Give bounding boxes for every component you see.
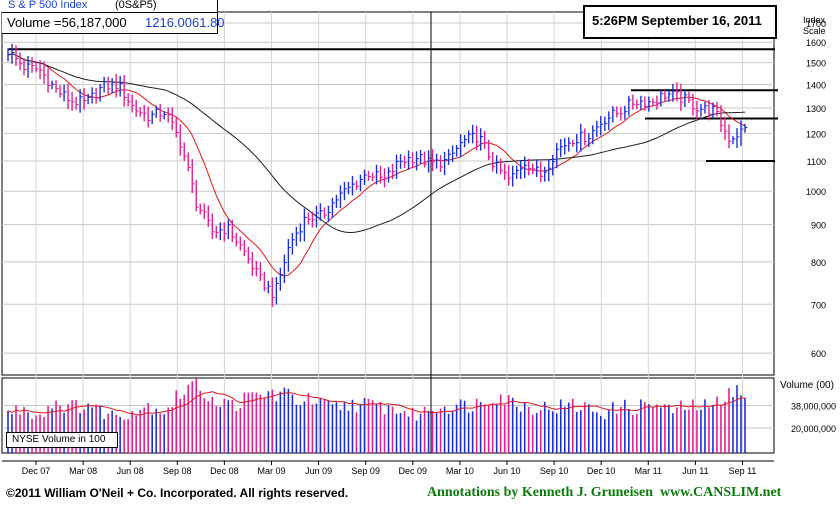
date-tick-label: Jun 10 — [493, 466, 520, 476]
price-tick-label: 700 — [811, 300, 826, 310]
price-tick-label: 1400 — [806, 81, 826, 91]
price-tick-label: 600 — [811, 349, 826, 359]
timestamp: 5:26PM September 16, 2011 — [592, 13, 762, 28]
date-tick-label: Dec 07 — [22, 466, 51, 476]
price-tick-label: 1000 — [806, 187, 826, 197]
grid — [2, 12, 774, 453]
date-tick-label: Dec 09 — [399, 466, 428, 476]
moving-average-40-week — [7, 53, 746, 233]
price-tick-label: 1300 — [806, 104, 826, 114]
price-tick-label: 1600 — [806, 38, 826, 48]
nyse-volume-box: NYSE Volume in 100 — [6, 432, 118, 448]
price-tick-label: 900 — [811, 221, 826, 231]
header-volume-box: Volume =56,187,000 1216.00 61.80 — [2, 13, 225, 34]
date-tick-label: Jun 11 — [682, 466, 708, 476]
date-tick-label: Sep 09 — [351, 466, 380, 476]
date-tick-label: Sep 08 — [163, 466, 192, 476]
volume-tick-label: 20,000,000 — [791, 424, 836, 434]
copyright-text: ©2011 William O'Neil + Co. Incorporated.… — [6, 486, 349, 500]
date-tick-label: Sep 10 — [540, 466, 569, 476]
timestamp-box: 5:26PM September 16, 2011 — [583, 5, 777, 39]
date-tick-label: Jun 09 — [305, 466, 332, 476]
date-tick-label: Jun 08 — [117, 466, 144, 476]
date-tick-label: Mar 08 — [69, 466, 97, 476]
date-tick-labels: Dec 07 Mar 08 Jun 08 Sep 08 Dec 08 Mar 09 Jun … — [22, 461, 757, 476]
price-readout: 1216.00 — [145, 15, 192, 30]
date-tick-label: Mar 09 — [257, 466, 285, 476]
date-tick-label: Sep 11 — [729, 466, 757, 476]
annotation-lines — [8, 48, 778, 162]
index-name: S & P 500 Index — [8, 0, 88, 11]
index-symbol: (0S&P5) — [115, 0, 157, 11]
date-tick-label: Dec 10 — [587, 466, 616, 476]
price-tick-label: 1700 — [806, 19, 826, 29]
scale-label-line1: Index — [803, 15, 826, 25]
change-readout: 61.80 — [192, 15, 225, 30]
price-tick-label: 800 — [811, 258, 826, 268]
volume-readout: Volume =56,187,000 — [7, 15, 127, 30]
price-tick-labels: 600 700 800 900 1000 1100 1200 1300 1400 1500 1600… — [791, 19, 836, 434]
price-tick-label: 1100 — [807, 157, 826, 167]
price-panel-frame — [1, 11, 775, 376]
nyse-volume-label: NYSE Volume in 100 — [12, 434, 106, 445]
header-title-box: S & P 500 Index (0S&P5) — [2, 0, 218, 13]
volume-moving-average — [7, 391, 746, 416]
price-tick-label: 1500 — [806, 59, 826, 69]
annotation-credit: Annotations by Kenneth J. Gruneisen www.… — [427, 485, 782, 500]
volume-scale-label: Volume (00) — [780, 380, 834, 391]
price-tick-label: 1200 — [806, 129, 826, 139]
price-bars — [7, 43, 748, 307]
scale-label-line2: Scale — [803, 26, 826, 36]
date-tick-label: Mar 11 — [635, 466, 662, 476]
volume-tick-label: 38,000,000 — [791, 402, 836, 412]
date-tick-label: Mar 10 — [446, 466, 474, 476]
date-tick-label: Dec 08 — [210, 466, 239, 476]
